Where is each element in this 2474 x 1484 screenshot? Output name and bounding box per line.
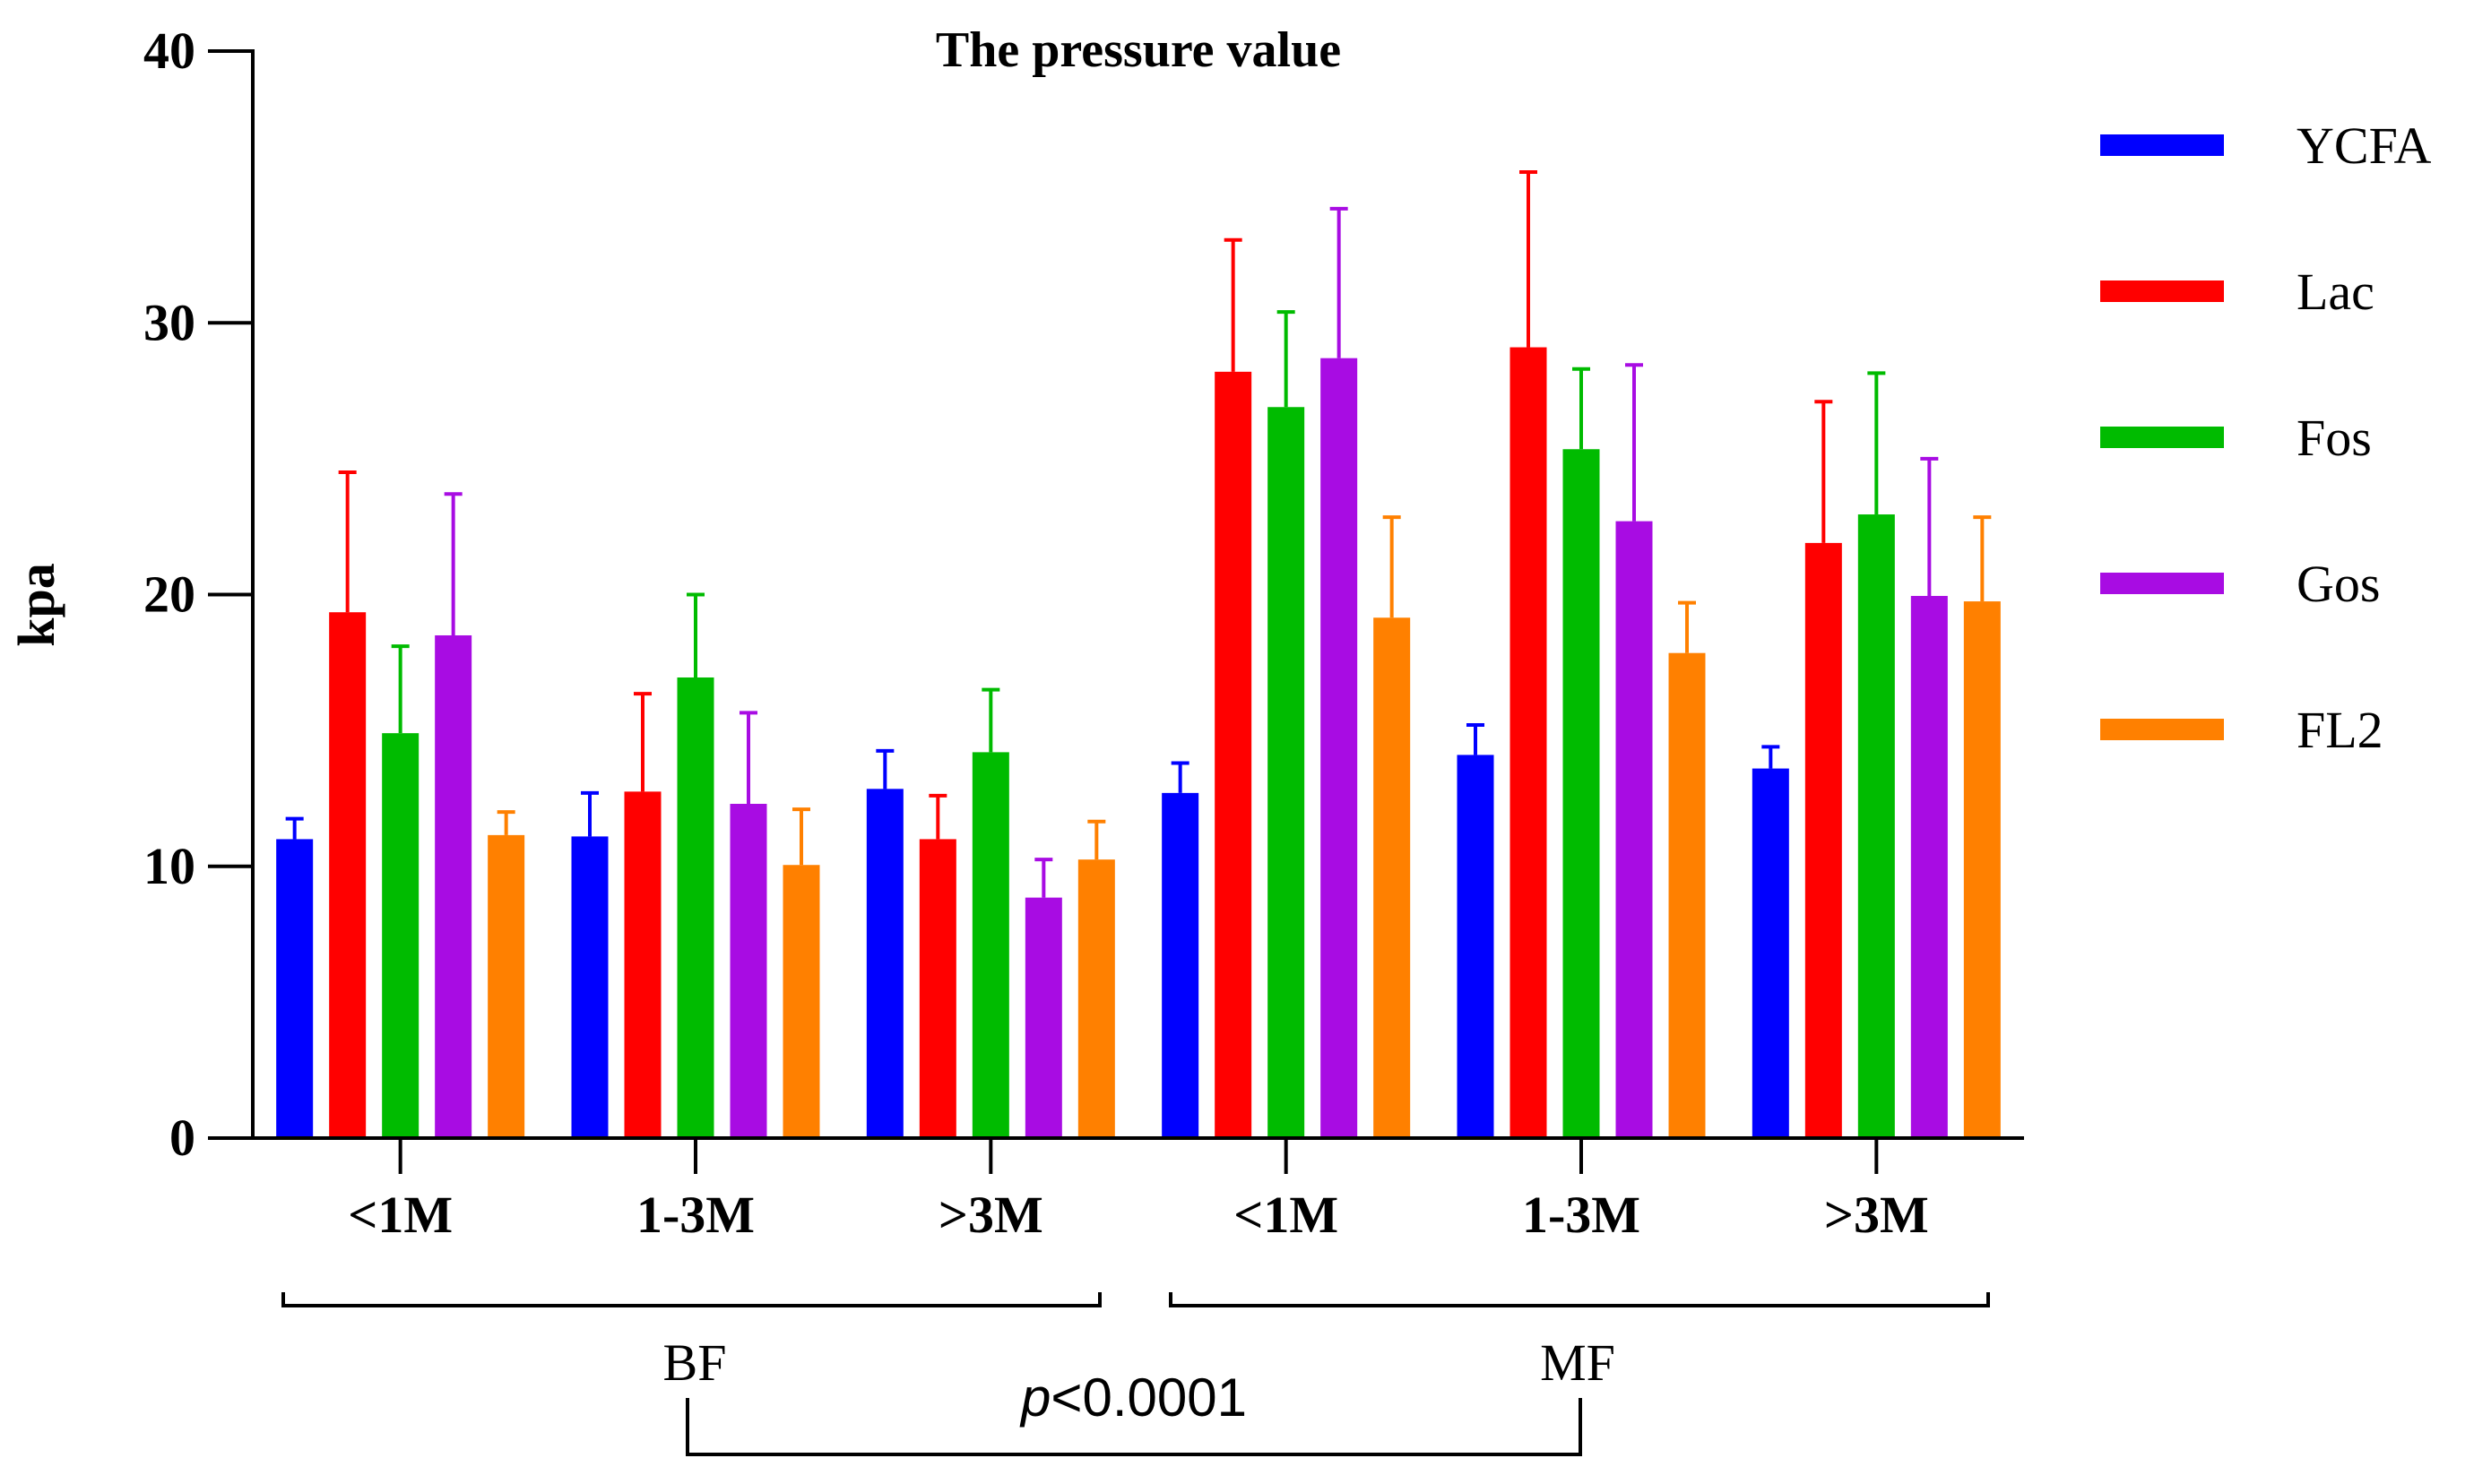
- legend-label-lac: Lac: [2297, 263, 2375, 321]
- bar-fos-1: [677, 677, 714, 1138]
- y-axis-label: kpa: [7, 563, 65, 647]
- bar-lac-3: [1215, 371, 1252, 1139]
- legend-swatch-fl2: [2100, 719, 2224, 740]
- p-value: <0.0001: [1051, 1368, 1247, 1428]
- bar-lac-0: [329, 612, 367, 1138]
- x-tick-label-2: >3M: [939, 1186, 1043, 1244]
- y-tick-label-40: 40: [143, 22, 195, 80]
- legend-label-gos: Gos: [2297, 555, 2380, 613]
- bar-fos-5: [1857, 514, 1895, 1138]
- chart-title: The pressure value: [936, 22, 1341, 78]
- group-brackets: BF MF p<0.0001: [281, 1292, 1990, 1456]
- bar-fl2-2: [1077, 859, 1115, 1138]
- bar-gos-0: [435, 634, 472, 1138]
- bar-gos-1: [730, 804, 767, 1138]
- axes: 0 10 20 30 40 <1M 1-3M >3M <1M 1-3M >3M: [143, 22, 2024, 1244]
- legend-swatch-gos: [2100, 573, 2224, 594]
- bar-ycfa-0: [276, 839, 314, 1138]
- legend-swatch-ycfa: [2100, 134, 2224, 156]
- bar-fl2-5: [1963, 601, 2001, 1138]
- legend-label-fos: Fos: [2297, 409, 2372, 467]
- bar-fos-0: [382, 733, 420, 1138]
- y-tick-label-0: 0: [169, 1109, 195, 1167]
- legend-label-fl2: FL2: [2297, 701, 2383, 759]
- bar-ycfa-5: [1752, 768, 1789, 1138]
- significance-bracket: [686, 1398, 1582, 1456]
- bar-ycfa-1: [571, 836, 609, 1138]
- bar-lac-2: [919, 839, 956, 1138]
- group-label-bf: BF: [663, 1333, 727, 1392]
- bars: [276, 169, 2001, 1139]
- bar-lac-4: [1509, 347, 1547, 1139]
- x-tick-label-0: <1M: [348, 1186, 453, 1244]
- bracket-bf: [281, 1292, 1102, 1307]
- group-label-mf: MF: [1540, 1333, 1615, 1392]
- bar-fos-3: [1267, 407, 1305, 1138]
- x-tick-label-3: <1M: [1233, 1186, 1338, 1244]
- bar-fl2-4: [1668, 652, 1706, 1138]
- bar-gos-4: [1615, 521, 1653, 1138]
- y-tick-label-20: 20: [143, 565, 195, 624]
- bar-gos-2: [1025, 897, 1062, 1138]
- p-prefix: p: [1019, 1368, 1051, 1428]
- bar-lac-5: [1804, 542, 1842, 1138]
- bar-ycfa-2: [866, 789, 904, 1138]
- bar-fos-2: [972, 752, 1009, 1138]
- bracket-mf: [1169, 1292, 1990, 1307]
- legend-swatch-lac: [2100, 280, 2224, 302]
- x-tick-label-5: >3M: [1824, 1186, 1929, 1244]
- bar-gos-5: [1910, 596, 1948, 1138]
- legend: YCFA Lac Fos Gos FL2: [2100, 116, 2432, 759]
- x-tick-label-4: 1-3M: [1522, 1186, 1640, 1244]
- legend-label-ycfa: YCFA: [2297, 116, 2432, 175]
- bar-fl2-1: [783, 865, 820, 1138]
- x-tick-label-1: 1-3M: [636, 1186, 755, 1244]
- significance-label: p<0.0001: [1019, 1368, 1247, 1428]
- bar-lac-1: [624, 791, 662, 1138]
- legend-swatch-fos: [2100, 427, 2224, 448]
- bar-fos-4: [1562, 449, 1600, 1139]
- y-tick-label-10: 10: [143, 837, 195, 895]
- bar-ycfa-4: [1457, 755, 1494, 1138]
- bar-fl2-0: [488, 834, 525, 1138]
- bar-ycfa-3: [1162, 792, 1199, 1138]
- bar-fl2-3: [1373, 617, 1411, 1138]
- bar-gos-3: [1320, 358, 1358, 1138]
- y-tick-label-30: 30: [143, 293, 195, 351]
